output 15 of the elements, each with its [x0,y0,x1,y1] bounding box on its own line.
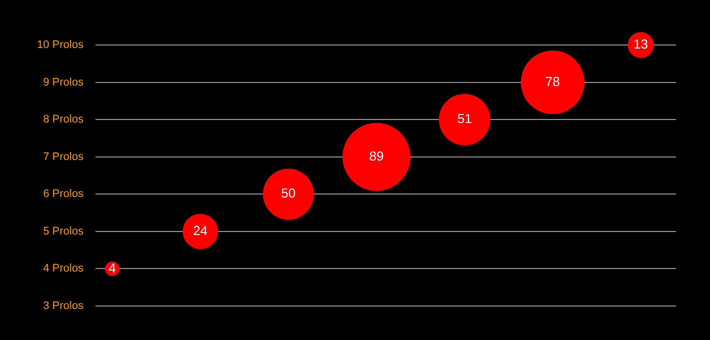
annotation: 4 [108,260,116,276]
annotation: 89 [369,148,384,164]
y-tick-label: 8 Prolos [43,114,84,126]
y-tick-label: 10 Prolos [36,39,84,52]
annotation: 78 [545,74,560,89]
y-tick-label: 5 Prolos [43,225,84,238]
y-tick-label: 9 Prolos [43,76,84,88]
y-tick-label: 4 Prolos [43,262,84,275]
annotation: 51 [457,111,472,126]
annotation: 50 [281,186,296,201]
y-tick-label: 7 Prolos [43,150,84,163]
annotation: 13 [634,36,648,52]
y-tick-label: 6 Prolos [43,188,84,200]
y-tick-label: 3 Prolos [43,300,84,312]
annotation: 24 [193,223,208,238]
